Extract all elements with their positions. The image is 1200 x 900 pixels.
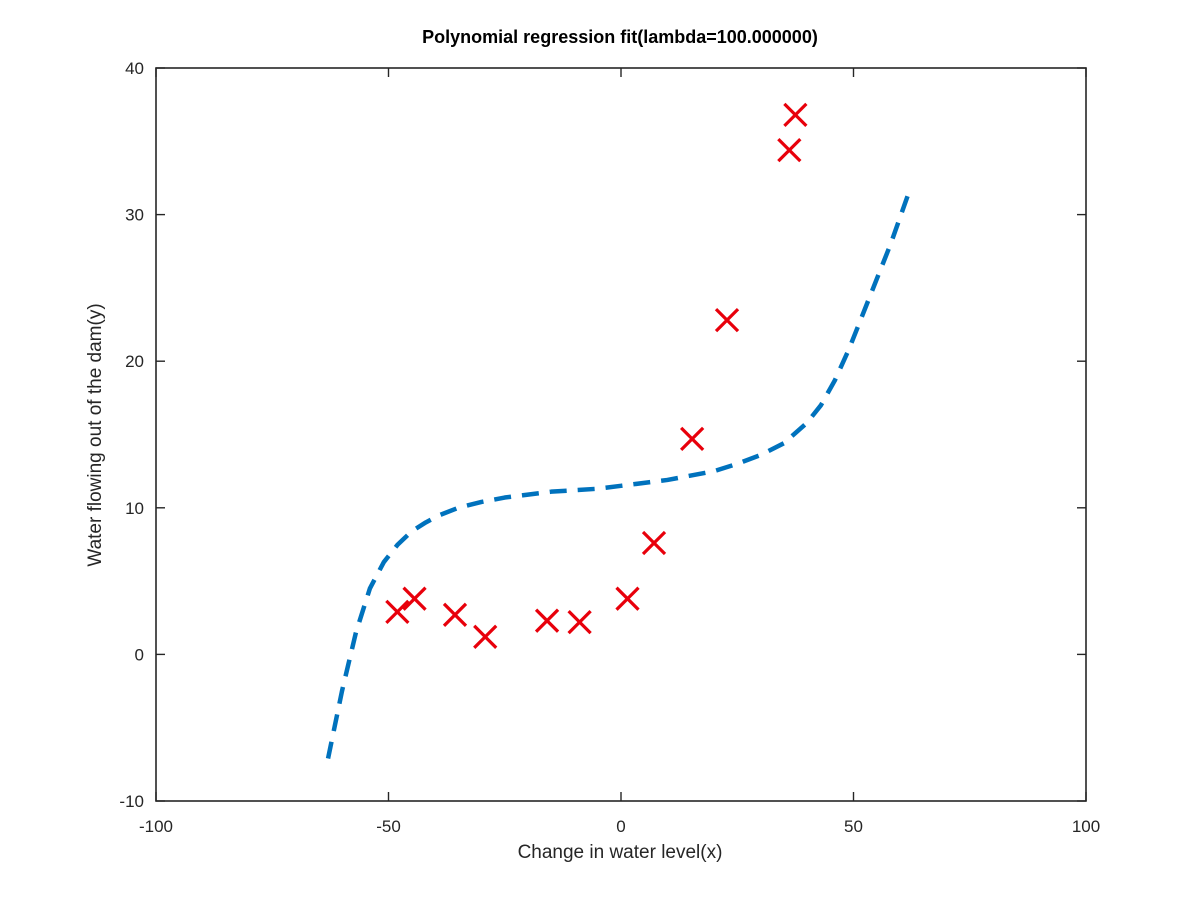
data-point <box>641 530 667 556</box>
data-point <box>680 426 705 452</box>
y-tick-label: 0 <box>135 645 144 664</box>
y-tick-label: 30 <box>125 206 144 225</box>
y-tick-label: 10 <box>125 499 144 518</box>
data-points-layer <box>385 102 808 649</box>
chart-title: Polynomial regression fit(lambda=100.000… <box>422 27 818 47</box>
data-point <box>714 308 740 333</box>
data-point <box>442 602 468 627</box>
fit-line-layer <box>325 190 912 759</box>
data-point <box>534 608 560 633</box>
data-point <box>783 102 808 128</box>
fit-line <box>325 190 912 759</box>
y-axis-label: Water flowing out of the dam(y) <box>85 303 106 566</box>
y-tick-label: -10 <box>119 792 144 811</box>
data-point <box>615 586 640 611</box>
x-tick-label: -100 <box>139 817 173 836</box>
x-tick-label: 100 <box>1072 817 1100 836</box>
x-axis-label: Change in water level(x) <box>518 842 723 863</box>
x-tick-label: 0 <box>616 817 625 836</box>
data-point <box>777 137 802 163</box>
y-tick-label: 20 <box>125 352 144 371</box>
data-point <box>473 624 498 649</box>
x-tick-label: 50 <box>844 817 863 836</box>
x-tick-label: -50 <box>376 817 401 836</box>
data-point <box>567 610 592 635</box>
data-point <box>402 586 427 611</box>
y-tick-label: 40 <box>125 59 144 78</box>
data-point <box>385 599 410 625</box>
